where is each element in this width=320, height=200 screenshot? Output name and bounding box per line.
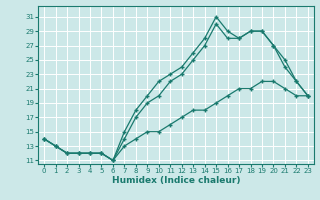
X-axis label: Humidex (Indice chaleur): Humidex (Indice chaleur) xyxy=(112,176,240,185)
